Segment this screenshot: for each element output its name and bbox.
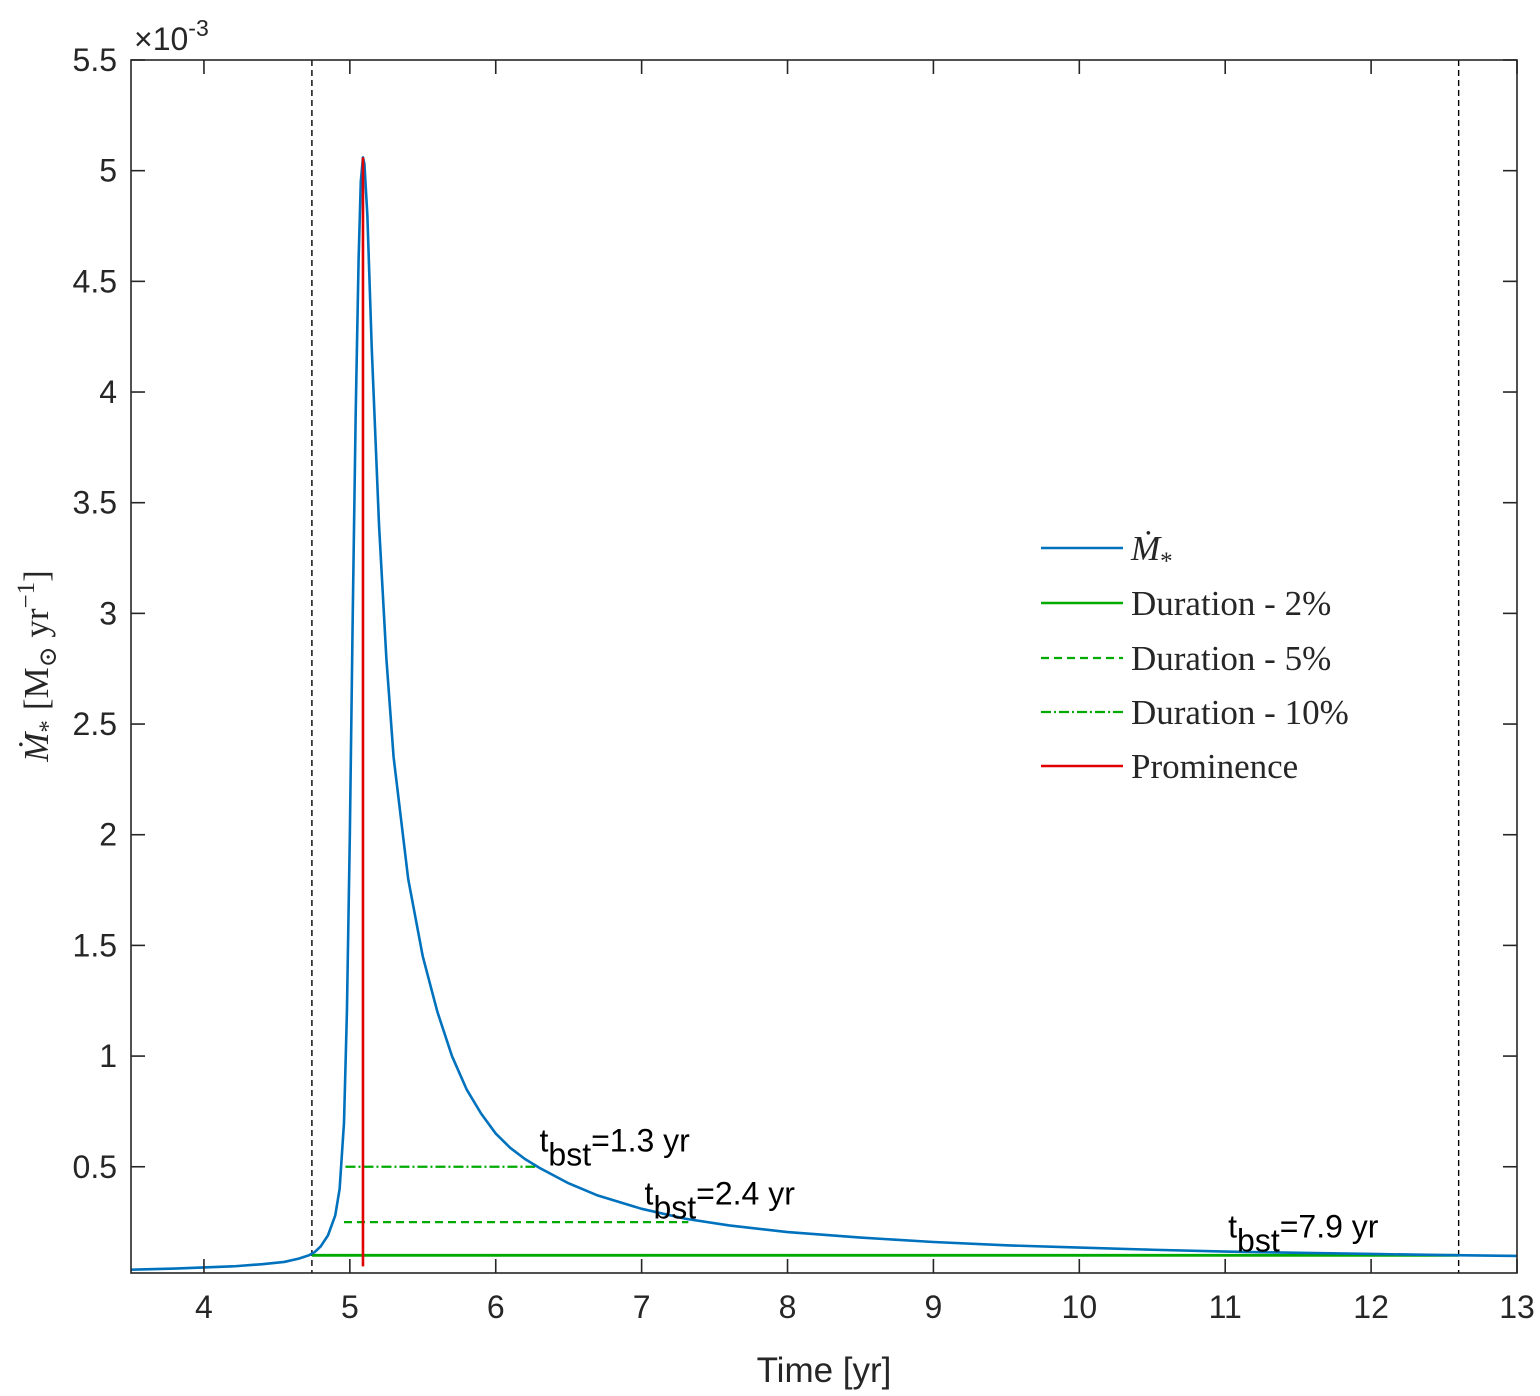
x-axis-label: Time [yr] [757, 1351, 892, 1390]
x-tick-label-6: 6 [487, 1289, 505, 1325]
x-axis: 4 5 6 7 8 9 10 11 12 13 [195, 60, 1535, 1325]
y-label-unit-sub: ⊙ [35, 646, 62, 667]
annotation-bst2: tbst=7.9 yr [1228, 1209, 1379, 1259]
legend-label-dur10: Duration - 10% [1131, 693, 1349, 732]
y-axis-label: Ṁ* [M⊙ yr−1] [13, 570, 62, 763]
y-tick-label-2.5: 2.5 [73, 706, 117, 742]
y-multiplier-exponent: -3 [188, 15, 208, 41]
y-label-unit-close: ] [17, 570, 56, 582]
y-label-unit-sup: −1 [13, 582, 40, 609]
annotation-bst10: tbst=1.3 yr [540, 1122, 691, 1172]
x-tick-label-11: 11 [1209, 1289, 1242, 1325]
legend-label-mdot: Ṁ* [1130, 529, 1173, 575]
x-tick-label-9: 9 [925, 1289, 943, 1325]
annotation-bst5: tbst=2.4 yr [645, 1175, 796, 1225]
y-tick-label-1: 1 [99, 1038, 117, 1074]
legend-label-dur2: Duration - 2% [1131, 584, 1331, 623]
x-tick-label-7: 7 [633, 1289, 651, 1325]
annotation-bst10-sub: bst [548, 1136, 591, 1172]
y-tick-label-3.5: 3.5 [73, 485, 117, 521]
x-tick-label-8: 8 [779, 1289, 797, 1325]
y-label-subscript: * [35, 720, 62, 733]
annotation-bst5-base: t [645, 1175, 654, 1211]
y-multiplier-base: ×10 [134, 21, 188, 57]
x-tick-label-13: 13 [1499, 1289, 1535, 1325]
annotation-bst5-sub: bst [653, 1189, 696, 1225]
x-tick-label-12: 12 [1353, 1289, 1389, 1325]
annotation-bst2-base: t [1228, 1209, 1237, 1245]
x-tick-label-4: 4 [195, 1289, 213, 1325]
y-label-symbol: Ṁ [17, 731, 56, 763]
y-label-unit-mid: yr [17, 608, 56, 646]
legend-label-dur5: Duration - 5% [1131, 639, 1331, 678]
axes-box [130, 59, 1518, 1274]
annotation-bst10-value: =1.3 yr [591, 1122, 690, 1158]
legend-mdot-symbol: Ṁ [1130, 529, 1162, 568]
legend: Ṁ* Duration - 2% Duration - 5% Duration … [1041, 529, 1349, 786]
legend-label-prom: Prominence [1131, 747, 1298, 786]
x-tick-label-10: 10 [1062, 1289, 1098, 1325]
annotation-bst2-sub: bst [1237, 1223, 1280, 1259]
y-tick-label-5: 5 [99, 153, 117, 189]
plot-layer [130, 60, 1518, 1273]
accretion-rate-curve [130, 156, 1518, 1271]
y-tick-label-4: 4 [99, 374, 117, 410]
y-tick-label-0.5: 0.5 [73, 1149, 117, 1185]
y-tick-label-5.5: 5.5 [73, 42, 117, 78]
x-tick-label-5: 5 [341, 1289, 359, 1325]
y-multiplier: ×10-3 [134, 15, 209, 57]
y-tick-label-1.5: 1.5 [73, 927, 117, 963]
annotation-bst5-value: =2.4 yr [696, 1175, 795, 1211]
y-label-unit-open: [M [17, 667, 56, 710]
annotation-bst10-base: t [540, 1122, 549, 1158]
annotation-bst2-value: =7.9 yr [1280, 1209, 1379, 1245]
legend-mdot-subscript: * [1160, 548, 1173, 575]
y-tick-label-3: 3 [99, 595, 117, 631]
y-tick-label-4.5: 4.5 [73, 263, 117, 299]
y-axis: 0.5 1 1.5 2 2.5 3 3.5 4 4.5 5 5.5 [73, 42, 1517, 1185]
y-tick-label-2: 2 [99, 817, 117, 853]
